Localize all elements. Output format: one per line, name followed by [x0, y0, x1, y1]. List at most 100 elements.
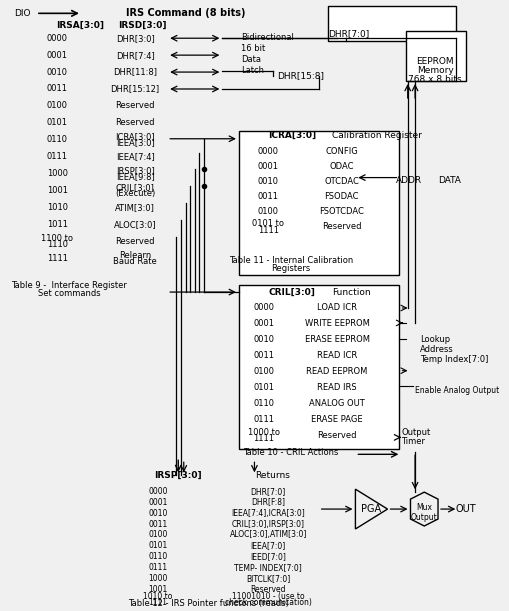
Text: DHR[7:0]: DHR[7:0] [327, 29, 369, 38]
Text: 0101 to: 0101 to [252, 219, 284, 228]
Text: 1110: 1110 [46, 240, 68, 249]
Text: 1010: 1010 [46, 203, 68, 212]
Text: DIO: DIO [14, 9, 31, 18]
Text: 0110: 0110 [252, 399, 274, 408]
Text: DHR[15:12]: DHR[15:12] [110, 84, 159, 93]
Text: EEPROM: EEPROM [416, 57, 453, 65]
Text: 0000: 0000 [148, 486, 167, 496]
Text: CRIL[3:0],IRSP[3:0]: CRIL[3:0],IRSP[3:0] [231, 519, 304, 529]
Text: 0101: 0101 [46, 119, 68, 127]
Text: Reserved: Reserved [115, 101, 155, 111]
Text: OTCDAC: OTCDAC [324, 177, 358, 186]
Text: Function: Function [332, 288, 371, 296]
Text: Lookup: Lookup [419, 335, 449, 345]
Text: CRIL[3:0]: CRIL[3:0] [116, 183, 154, 192]
Text: 0001: 0001 [46, 51, 68, 60]
Text: 1111: 1111 [148, 598, 167, 607]
Text: TEMP- INDEX[7:0]: TEMP- INDEX[7:0] [234, 563, 301, 573]
Text: IEEA[7:4],ICRA[3:0]: IEEA[7:4],ICRA[3:0] [231, 508, 304, 518]
Text: Relearn: Relearn [119, 251, 151, 260]
Text: 0010: 0010 [148, 508, 167, 518]
Text: CONFIG: CONFIG [325, 147, 357, 156]
Text: Reserved: Reserved [321, 222, 361, 231]
Text: READ EEPROM: READ EEPROM [306, 367, 367, 376]
Text: Reserved: Reserved [115, 119, 155, 127]
Text: Output: Output [410, 513, 437, 522]
Text: (Execute): (Execute) [115, 189, 155, 198]
Text: 0010: 0010 [252, 335, 274, 345]
Text: ERASE EEPROM: ERASE EEPROM [304, 335, 369, 345]
Text: 0100: 0100 [46, 101, 68, 111]
Text: 1111: 1111 [46, 254, 68, 263]
Text: FSODAC: FSODAC [324, 192, 358, 201]
Text: 0000: 0000 [257, 147, 278, 156]
Text: 1000: 1000 [148, 574, 167, 584]
Text: CRIL[3:0]: CRIL[3:0] [268, 288, 315, 296]
Text: check communication): check communication) [224, 598, 311, 607]
Text: DHR[F:8]: DHR[F:8] [251, 497, 285, 507]
Text: Mux: Mux [415, 503, 432, 511]
Text: Table 12 - IRS Pointer functons (reads): Table 12 - IRS Pointer functons (reads) [128, 599, 289, 608]
Text: 0000: 0000 [46, 34, 68, 43]
Text: 0011: 0011 [257, 192, 278, 201]
Text: Registers: Registers [271, 264, 310, 273]
FancyBboxPatch shape [405, 31, 465, 81]
Text: Calibration Register: Calibration Register [332, 131, 421, 141]
Text: 1001: 1001 [46, 186, 68, 195]
Text: Output: Output [401, 428, 430, 437]
FancyBboxPatch shape [238, 131, 399, 275]
Text: DHR[3:0]: DHR[3:0] [116, 34, 154, 43]
Text: ERASE PAGE: ERASE PAGE [310, 415, 362, 424]
Text: 1111: 1111 [252, 434, 274, 443]
Text: 0100: 0100 [252, 367, 274, 376]
Text: Temp Index[7:0]: Temp Index[7:0] [419, 355, 487, 364]
Text: READ IRS: READ IRS [317, 383, 356, 392]
Text: BITCLK[7:0]: BITCLK[7:0] [246, 574, 290, 584]
Text: IRSA[3:0]: IRSA[3:0] [56, 21, 104, 30]
Text: Returns: Returns [255, 470, 290, 480]
Text: Bidirectional
16 bit
Data
Latch: Bidirectional 16 bit Data Latch [240, 33, 293, 75]
Text: 0101: 0101 [252, 383, 274, 392]
Text: Reserved: Reserved [115, 237, 155, 246]
Text: 0001: 0001 [148, 497, 167, 507]
Text: 0011: 0011 [252, 351, 274, 360]
Text: 1010 to: 1010 to [143, 592, 173, 601]
Text: 0110: 0110 [148, 552, 167, 562]
Text: Table 11 - Internal Calibration: Table 11 - Internal Calibration [229, 256, 353, 265]
Text: WRITE EEPROM: WRITE EEPROM [304, 320, 369, 329]
Text: DHR[11:8]: DHR[11:8] [113, 68, 157, 76]
Text: 1000: 1000 [46, 169, 68, 178]
Text: 0001: 0001 [252, 320, 274, 329]
Text: Reserved: Reserved [317, 431, 356, 440]
Text: 0011: 0011 [148, 519, 167, 529]
Text: LOAD ICR: LOAD ICR [317, 304, 356, 312]
Text: Set commands: Set commands [38, 288, 100, 298]
Text: 0111: 0111 [46, 152, 68, 161]
Text: IEEA[7:4]: IEEA[7:4] [116, 152, 154, 161]
Text: 0100: 0100 [257, 207, 278, 216]
Text: ICRA[3:0]: ICRA[3:0] [268, 131, 316, 141]
FancyBboxPatch shape [327, 6, 456, 41]
Text: Enable Analog Output: Enable Analog Output [414, 386, 498, 395]
Text: DHR[15:8]: DHR[15:8] [277, 71, 324, 81]
Text: Table 9 -  Interface Register: Table 9 - Interface Register [11, 280, 127, 290]
Text: ATIM[3:0]: ATIM[3:0] [115, 203, 155, 212]
Text: ODAC: ODAC [329, 162, 353, 171]
Text: DHR[7:4]: DHR[7:4] [116, 51, 154, 60]
FancyBboxPatch shape [238, 285, 399, 449]
Text: Address: Address [419, 345, 453, 354]
Text: Baud Rate: Baud Rate [113, 257, 157, 266]
Text: IEEA[9:8]: IEEA[9:8] [116, 172, 154, 181]
Text: 1000 to: 1000 to [247, 428, 279, 437]
Text: FSOTCDAC: FSOTCDAC [319, 207, 363, 216]
Text: PGA: PGA [360, 504, 380, 514]
Text: READ ICR: READ ICR [316, 351, 356, 360]
Text: 0001: 0001 [257, 162, 278, 171]
Text: ADDR: ADDR [395, 176, 421, 185]
Text: IEEA[3:0]: IEEA[3:0] [116, 138, 154, 147]
Text: IRSD[3:0]: IRSD[3:0] [118, 21, 166, 30]
Text: DATA: DATA [438, 176, 461, 185]
Text: Reserved: Reserved [250, 585, 286, 595]
Text: ANALOG OUT: ANALOG OUT [308, 399, 364, 408]
Text: 0110: 0110 [46, 135, 68, 144]
